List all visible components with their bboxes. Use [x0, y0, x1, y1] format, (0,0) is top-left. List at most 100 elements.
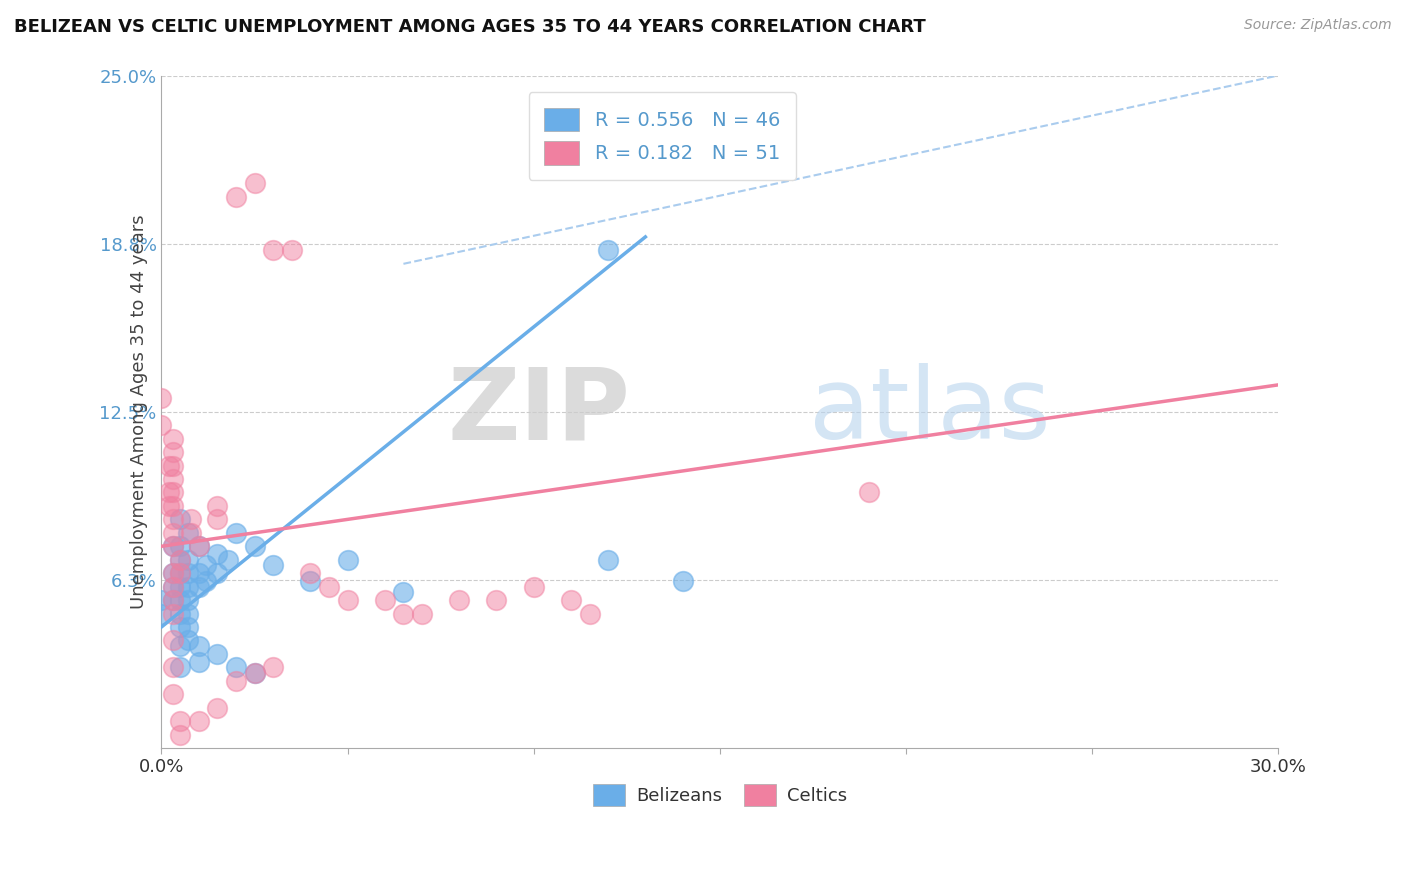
Point — [262, 558, 284, 573]
Point — [176, 620, 198, 634]
Point — [162, 432, 184, 446]
Point — [150, 607, 173, 621]
Point — [336, 553, 359, 567]
Point — [150, 392, 173, 406]
Point — [336, 593, 359, 607]
Point — [262, 244, 284, 258]
Point — [195, 574, 218, 589]
Point — [187, 566, 209, 581]
Point — [187, 580, 209, 594]
Point — [318, 580, 340, 594]
Point — [162, 512, 184, 526]
Point — [392, 585, 415, 599]
Point — [176, 553, 198, 567]
Point — [176, 525, 198, 540]
Point — [162, 539, 184, 553]
Text: BELIZEAN VS CELTIC UNEMPLOYMENT AMONG AGES 35 TO 44 YEARS CORRELATION CHART: BELIZEAN VS CELTIC UNEMPLOYMENT AMONG AG… — [14, 18, 925, 36]
Point — [243, 176, 266, 190]
Point — [262, 660, 284, 674]
Point — [169, 553, 191, 567]
Point — [374, 593, 396, 607]
Point — [162, 525, 184, 540]
Point — [225, 525, 247, 540]
Point — [162, 445, 184, 459]
Text: atlas: atlas — [810, 363, 1050, 460]
Point — [169, 714, 191, 728]
Point — [157, 485, 180, 500]
Point — [169, 593, 191, 607]
Point — [449, 593, 471, 607]
Point — [207, 547, 229, 561]
Point — [162, 687, 184, 701]
Point — [169, 566, 191, 581]
Point — [169, 620, 191, 634]
Point — [207, 700, 229, 714]
Point — [157, 458, 180, 473]
Point — [578, 607, 600, 621]
Point — [485, 593, 508, 607]
Point — [392, 607, 415, 621]
Point — [169, 639, 191, 653]
Point — [169, 580, 191, 594]
Point — [162, 472, 184, 486]
Point — [225, 660, 247, 674]
Point — [162, 458, 184, 473]
Point — [162, 607, 184, 621]
Point — [180, 512, 202, 526]
Point — [560, 593, 582, 607]
Point — [162, 566, 184, 581]
Point — [243, 665, 266, 680]
Point — [207, 647, 229, 661]
Point — [157, 499, 180, 513]
Point — [217, 553, 239, 567]
Point — [150, 593, 173, 607]
Point — [411, 607, 433, 621]
Point — [176, 593, 198, 607]
Point — [150, 418, 173, 433]
Point — [225, 673, 247, 688]
Point — [162, 485, 184, 500]
Point — [207, 512, 229, 526]
Point — [187, 539, 209, 553]
Point — [169, 512, 191, 526]
Text: ZIP: ZIP — [447, 363, 630, 460]
Point — [299, 574, 322, 589]
Point — [162, 593, 184, 607]
Point — [162, 580, 184, 594]
Point — [169, 539, 191, 553]
Point — [176, 607, 198, 621]
Point — [176, 633, 198, 648]
Point — [169, 660, 191, 674]
Point — [162, 593, 184, 607]
Point — [523, 580, 546, 594]
Point — [281, 244, 304, 258]
Text: Source: ZipAtlas.com: Source: ZipAtlas.com — [1244, 18, 1392, 32]
Point — [598, 244, 620, 258]
Point — [225, 189, 247, 203]
Point — [176, 580, 198, 594]
Point — [195, 558, 218, 573]
Point — [858, 485, 880, 500]
Legend: Belizeans, Celtics: Belizeans, Celtics — [585, 777, 855, 813]
Point — [169, 728, 191, 742]
Point — [162, 566, 184, 581]
Y-axis label: Unemployment Among Ages 35 to 44 years: Unemployment Among Ages 35 to 44 years — [129, 214, 148, 609]
Point — [598, 553, 620, 567]
Point — [180, 525, 202, 540]
Point — [169, 566, 191, 581]
Point — [207, 566, 229, 581]
Point — [169, 553, 191, 567]
Point — [162, 539, 184, 553]
Point — [243, 665, 266, 680]
Point — [187, 655, 209, 669]
Point — [176, 566, 198, 581]
Point — [162, 499, 184, 513]
Point — [162, 580, 184, 594]
Point — [207, 499, 229, 513]
Point — [187, 639, 209, 653]
Point — [187, 714, 209, 728]
Point — [162, 633, 184, 648]
Point — [162, 660, 184, 674]
Point — [187, 539, 209, 553]
Point — [671, 574, 693, 589]
